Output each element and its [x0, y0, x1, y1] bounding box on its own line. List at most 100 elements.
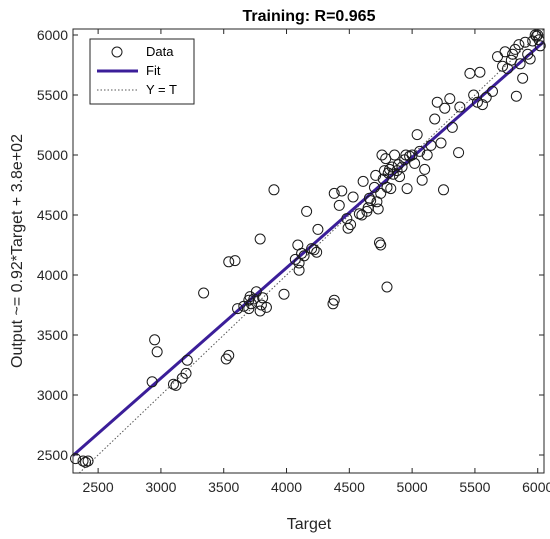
data-point	[336, 185, 348, 197]
data-point	[347, 191, 359, 203]
data-point	[257, 292, 269, 304]
data-point	[476, 99, 488, 111]
legend-label: Data	[146, 44, 174, 59]
data-point	[278, 288, 290, 300]
legend-label: Y = T	[146, 82, 177, 97]
y-tick-label: 2500	[37, 447, 68, 463]
data-point	[387, 168, 399, 180]
y-tick-label: 3500	[37, 327, 68, 343]
data-point	[248, 293, 260, 305]
data-point	[308, 244, 320, 256]
data-point	[438, 184, 450, 196]
data-point	[229, 255, 241, 267]
x-tick-label: 2500	[83, 479, 114, 495]
data-points	[70, 29, 546, 468]
data-point	[381, 281, 393, 293]
data-point	[363, 192, 375, 204]
data-point	[409, 157, 421, 169]
data-point	[444, 93, 456, 105]
data-point	[376, 149, 388, 161]
data-point	[342, 222, 354, 234]
data-point	[170, 379, 182, 391]
data-point	[254, 305, 266, 317]
data-point	[519, 36, 531, 48]
data-point	[429, 113, 441, 125]
y-axis-label: Output ~= 0.92*Target + 3.8e+02	[9, 134, 26, 368]
data-point	[301, 205, 313, 217]
data-point	[181, 354, 193, 366]
data-point	[255, 299, 267, 311]
y-tick-label: 3000	[37, 387, 68, 403]
y-tick-label: 4500	[37, 207, 68, 223]
data-point	[375, 187, 387, 199]
data-point	[375, 239, 387, 251]
legend: Data Fit Y = T	[89, 38, 195, 105]
data-point	[345, 219, 357, 231]
x-axis-label: Target	[287, 516, 332, 533]
data-point	[389, 149, 401, 161]
data-point	[82, 455, 94, 467]
data-point	[328, 187, 340, 199]
x-tick-label: 5000	[397, 479, 428, 495]
data-point	[370, 169, 382, 181]
data-point	[530, 30, 542, 42]
data-point	[70, 453, 82, 465]
data-point	[517, 72, 529, 84]
data-point	[414, 145, 426, 157]
x-tick-label: 3500	[208, 479, 239, 495]
data-point	[431, 96, 443, 108]
data-point	[296, 247, 308, 259]
data-point	[396, 161, 408, 173]
data-point	[534, 40, 546, 52]
data-point	[368, 181, 380, 193]
data-point	[220, 353, 232, 365]
data-point	[180, 367, 192, 379]
data-point	[146, 376, 158, 388]
x-tick-label: 3000	[145, 479, 176, 495]
x-tick-label: 4000	[271, 479, 302, 495]
data-point	[510, 90, 522, 102]
data-point	[198, 287, 210, 299]
data-point	[312, 223, 324, 235]
identity-line	[78, 28, 545, 474]
data-point	[268, 184, 280, 196]
plot-frame	[72, 28, 545, 474]
data-point	[260, 301, 272, 313]
data-point	[328, 294, 340, 306]
y-tick-label: 5500	[37, 87, 68, 103]
data-point	[453, 147, 465, 159]
data-point	[406, 149, 418, 161]
chart-title: Training: R=0.965	[243, 8, 376, 25]
data-point	[513, 39, 525, 51]
y-axis-ticks: 2500 3000 3500 4000 4500 5000 5500 6000	[37, 27, 544, 463]
data-point	[487, 85, 499, 97]
data-point	[468, 89, 480, 101]
data-point	[446, 121, 458, 133]
data-point	[298, 250, 310, 262]
data-point	[365, 195, 377, 207]
x-tick-label: 6000	[522, 479, 550, 495]
data-point	[425, 139, 437, 151]
data-point	[223, 256, 235, 268]
legend-label: Fit	[146, 63, 161, 78]
data-point	[385, 183, 397, 195]
legend-marker-data	[111, 46, 123, 58]
x-tick-label: 4500	[334, 479, 365, 495]
data-point	[416, 174, 428, 186]
x-axis-ticks: 2500 3000 3500 4000 4500 5000 5500 6000	[83, 29, 550, 495]
data-point	[151, 346, 163, 358]
y-tick-label: 4000	[37, 267, 68, 283]
data-point	[439, 102, 451, 114]
data-point	[474, 66, 486, 78]
data-point	[223, 349, 235, 361]
data-point	[372, 203, 384, 215]
data-point	[471, 96, 483, 108]
data-point	[373, 237, 385, 249]
data-point	[480, 91, 492, 103]
data-point	[524, 53, 536, 65]
y-tick-label: 5000	[37, 147, 68, 163]
data-point	[293, 264, 305, 276]
x-tick-label: 5500	[459, 479, 490, 495]
data-point	[514, 58, 526, 70]
data-point	[497, 60, 509, 72]
